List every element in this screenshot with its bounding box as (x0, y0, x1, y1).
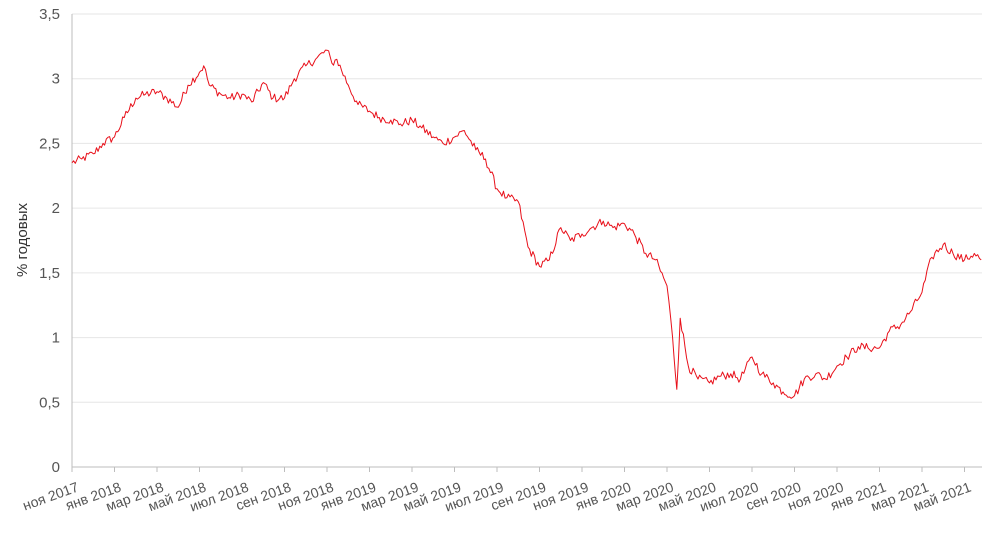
y-tick-label: 3,5 (39, 6, 60, 23)
y-axis-ticks: 0 0,5 1 1,5 2 2,5 3 3,5 (39, 6, 60, 476)
y-tick-label: 2 (52, 200, 60, 217)
y-tick-label: 1 (52, 330, 60, 347)
y-tick-label: 2,5 (39, 135, 60, 152)
series-layer (71, 49, 982, 399)
y-tick-label: 3 (52, 71, 60, 88)
y-tick-label: 0,5 (39, 394, 60, 411)
series-line (71, 49, 982, 399)
y-tick-label: 1,5 (39, 265, 60, 282)
y-axis-label: % годовых (14, 203, 31, 278)
y-tick-label: 0 (52, 459, 60, 476)
gridlines (72, 13, 982, 403)
